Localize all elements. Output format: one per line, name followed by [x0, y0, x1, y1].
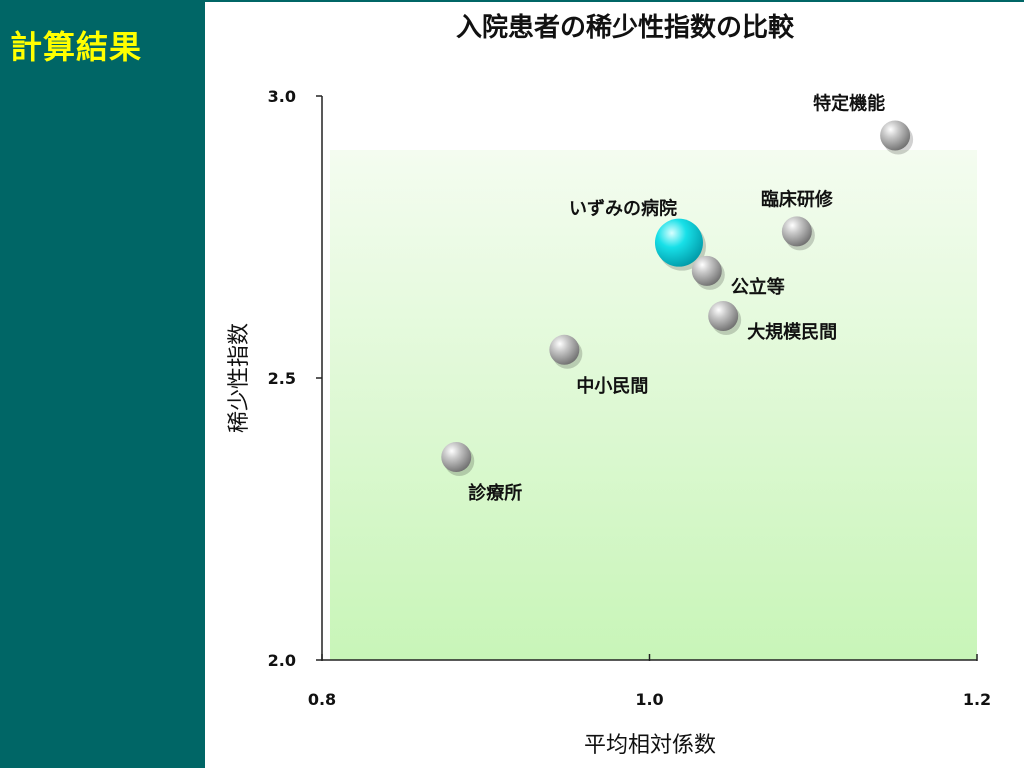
highlight-data-point — [654, 218, 703, 267]
point-label: 臨床研修 — [761, 188, 834, 210]
point-label: 特定機能 — [813, 92, 885, 114]
point-label: いずみの病院 — [569, 198, 677, 220]
chart-title: 入院患者の稀少性指数の比較 — [456, 12, 795, 43]
plot-area — [330, 150, 977, 660]
data-point — [880, 120, 911, 151]
point-label: 大規模民間 — [747, 321, 837, 343]
data-point — [549, 334, 580, 365]
sidebar-title: 計算結果 — [10, 28, 143, 66]
x-tick-label: 1.2 — [963, 690, 991, 709]
y-tick-label: 2.0 — [268, 651, 296, 670]
point-label: 公立等 — [731, 276, 785, 298]
y-tick-label: 3.0 — [268, 87, 296, 106]
x-tick-label: 0.8 — [308, 690, 336, 709]
data-point — [441, 441, 472, 472]
x-tick-label: 1.0 — [635, 690, 663, 709]
y-axis-label: 稀少性指数 — [227, 323, 252, 433]
data-point — [781, 216, 812, 247]
data-point — [691, 255, 722, 286]
sidebar: 計算結果 — [0, 0, 205, 768]
data-point — [708, 300, 739, 331]
point-label: 中小民間 — [576, 375, 648, 397]
point-label: 診療所 — [468, 482, 522, 504]
top-divider — [205, 0, 1024, 2]
axis-ticks: 2.0 2.5 3.0 0.8 1.0 1.2 — [268, 87, 992, 709]
y-tick-label: 2.5 — [268, 369, 296, 388]
x-axis-label: 平均相対係数 — [584, 733, 716, 758]
